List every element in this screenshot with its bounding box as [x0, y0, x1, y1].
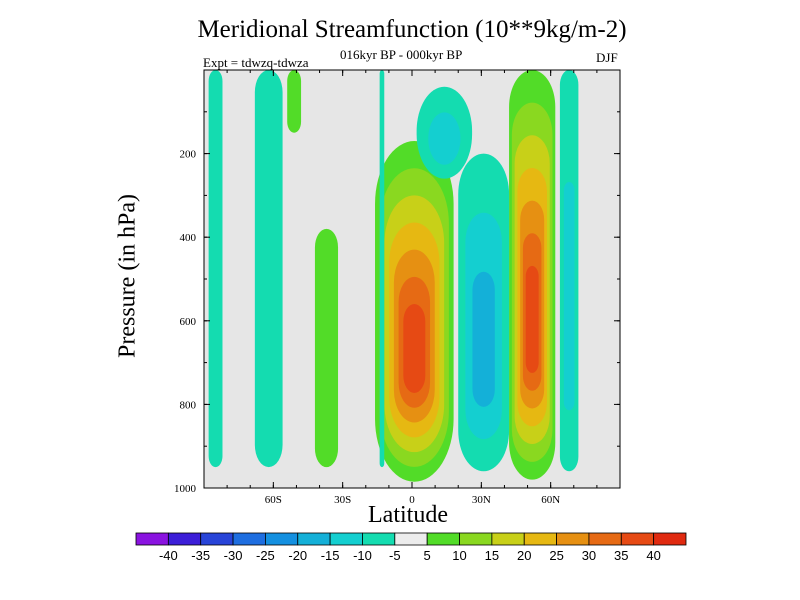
colorbar-label: -5	[389, 548, 401, 563]
colorbar-swatch	[297, 532, 331, 546]
contour-field	[208, 70, 579, 482]
y-axis-ticks: 200 400 600 800 1000	[174, 111, 620, 495]
colorbar-label: 30	[582, 548, 596, 563]
y-tick-label: 200	[180, 149, 197, 161]
colorbar-swatch	[265, 532, 299, 546]
sh-weak-positive-cell-contour-0-0	[314, 228, 339, 468]
colorbar-swatch	[362, 532, 396, 546]
colorbar-label: -10	[353, 548, 372, 563]
sh-weak-negative-bands-contour-1-0	[254, 70, 283, 468]
colorbar-label: 5	[424, 548, 431, 563]
y-tick-label: 1000	[174, 483, 197, 495]
colorbar-swatch	[232, 532, 266, 546]
colorbar-label: 35	[614, 548, 628, 563]
y-tick-label: 800	[180, 399, 197, 411]
x-axis-label: Latitude	[368, 502, 448, 528]
season-annotation: DJF	[596, 50, 618, 65]
x-tick-label: 30N	[472, 494, 491, 506]
high-latitude-positive-band-contour-0-0	[287, 70, 302, 133]
colorbar-label: 40	[646, 548, 660, 563]
tropical-positive-cell-contour-0-6	[403, 303, 426, 393]
x-axis-ticks: 60S 30S 0 30N 60N	[226, 70, 598, 506]
x-tick-label: 0	[409, 494, 415, 506]
tropical-negative-cell-contour-0-2	[472, 271, 495, 407]
colorbar: -40 -35 -30 -25 -20 -15 -10 -5 5 10 15 20 25 30 35 40	[135, 532, 687, 563]
colorbar-swatch	[653, 532, 687, 546]
colorbar-label: 10	[452, 548, 466, 563]
colorbar-swatch	[426, 532, 460, 546]
colorbar-swatch	[167, 532, 202, 546]
colorbar-swatch	[394, 532, 428, 546]
colorbar-swatch	[135, 532, 169, 546]
chart-title: Meridional Streamfunction (10**9kg/m-2)	[197, 16, 627, 43]
colorbar-swatch	[588, 532, 622, 546]
y-tick-label: 400	[180, 232, 197, 244]
colorbar-label: -30	[224, 548, 243, 563]
upper-negative-cell-contour-0-1	[428, 112, 461, 165]
nh-high-lat-negative-band-contour-0-1	[563, 181, 575, 411]
colorbar-label: -40	[159, 548, 178, 563]
colorbar-swatch	[459, 532, 493, 546]
colorbar-label: 25	[549, 548, 563, 563]
colorbar-swatch	[329, 532, 363, 546]
colorbar-label: 20	[517, 548, 531, 563]
colorbar-label: -20	[288, 548, 307, 563]
colorbar-swatch	[491, 532, 525, 546]
colorbar-label: -25	[256, 548, 275, 563]
x-tick-label: 60N	[541, 494, 560, 506]
colorbar-swatch	[620, 532, 655, 546]
chart-subtitle: 016kyr BP - 000kyr BP	[340, 47, 463, 62]
colorbar-label: -15	[321, 548, 340, 563]
experiment-annotation: Expt = tdwzq-tdwza	[203, 55, 309, 70]
x-tick-label: 30S	[334, 494, 351, 506]
y-tick-label: 600	[180, 316, 197, 328]
colorbar-swatch	[556, 532, 590, 546]
x-tick-label: 60S	[265, 494, 282, 506]
colorbar-label: -35	[191, 548, 210, 563]
colorbar-label: 15	[485, 548, 499, 563]
colorbar-swatch	[523, 532, 557, 546]
sh-weak-negative-bands-contour-0-0	[208, 70, 223, 468]
colorbar-swatch	[200, 532, 234, 546]
nh-positive-cell-contour-0-6	[525, 265, 539, 373]
sh-weak-negative-bands-contour-2-0	[379, 70, 385, 468]
